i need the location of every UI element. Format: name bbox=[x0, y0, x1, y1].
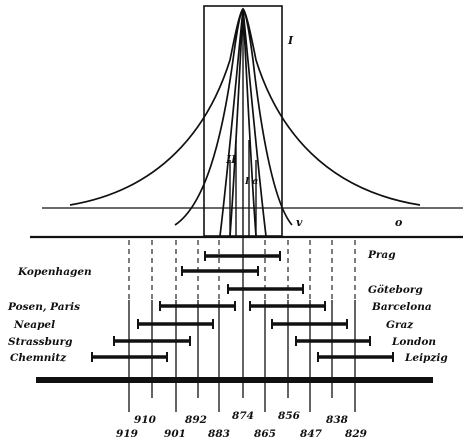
bar-graz bbox=[271, 319, 348, 329]
scale-number: 883 bbox=[208, 428, 230, 440]
bar-london bbox=[295, 336, 371, 346]
bar-leipzig bbox=[317, 352, 394, 362]
bar-prag bbox=[204, 251, 281, 261]
scale-number: 874 bbox=[232, 410, 254, 422]
curve-label-v: v bbox=[296, 216, 303, 229]
city-label-kopenhagen: Kopenhagen bbox=[17, 266, 92, 278]
range-bars bbox=[91, 251, 394, 362]
curve-narrow-2 bbox=[229, 8, 257, 237]
scale-number: 892 bbox=[185, 414, 207, 426]
city-label-goteborg: Göteborg bbox=[368, 284, 423, 296]
scale-number: 829 bbox=[345, 428, 368, 440]
scale-number: 838 bbox=[326, 414, 349, 426]
city-label-london: London bbox=[391, 336, 436, 348]
city-label-barcelona: Barcelona bbox=[371, 301, 432, 313]
scale-number: 910 bbox=[134, 414, 157, 426]
bar-kopenhagen bbox=[181, 266, 259, 276]
bar-neapel bbox=[137, 319, 214, 329]
city-label-chemnitz: Chemnitz bbox=[10, 352, 67, 364]
curve-label-I: I bbox=[287, 34, 294, 47]
scale-number: 919 bbox=[116, 428, 139, 440]
city-label-leipzig: Leipzig bbox=[404, 352, 448, 364]
bar-barcelona bbox=[249, 301, 326, 311]
city-label-neapel: Neapel bbox=[13, 319, 55, 331]
bar-goteborg bbox=[227, 284, 304, 294]
curve-label-III: I a bbox=[244, 177, 258, 187]
scale-number: 856 bbox=[278, 410, 301, 422]
scale-number: 847 bbox=[300, 428, 323, 440]
distribution-curves bbox=[69, 7, 421, 237]
city-label-strassburg: Strassburg bbox=[8, 336, 72, 348]
city-label-graz: Graz bbox=[386, 319, 414, 331]
scale-number: 901 bbox=[164, 428, 186, 440]
bar-strassburg bbox=[113, 336, 191, 346]
curve-label-o: o bbox=[395, 216, 402, 229]
curve-label-II: II bbox=[225, 153, 237, 166]
city-label-prag: Prag bbox=[367, 249, 396, 261]
city-label-posen-paris: Posen, Paris bbox=[7, 301, 80, 313]
bar-chemnitz bbox=[91, 352, 168, 362]
scale-number: 865 bbox=[254, 428, 276, 440]
bar-posen-paris bbox=[159, 301, 236, 311]
central-verticals bbox=[229, 10, 257, 237]
